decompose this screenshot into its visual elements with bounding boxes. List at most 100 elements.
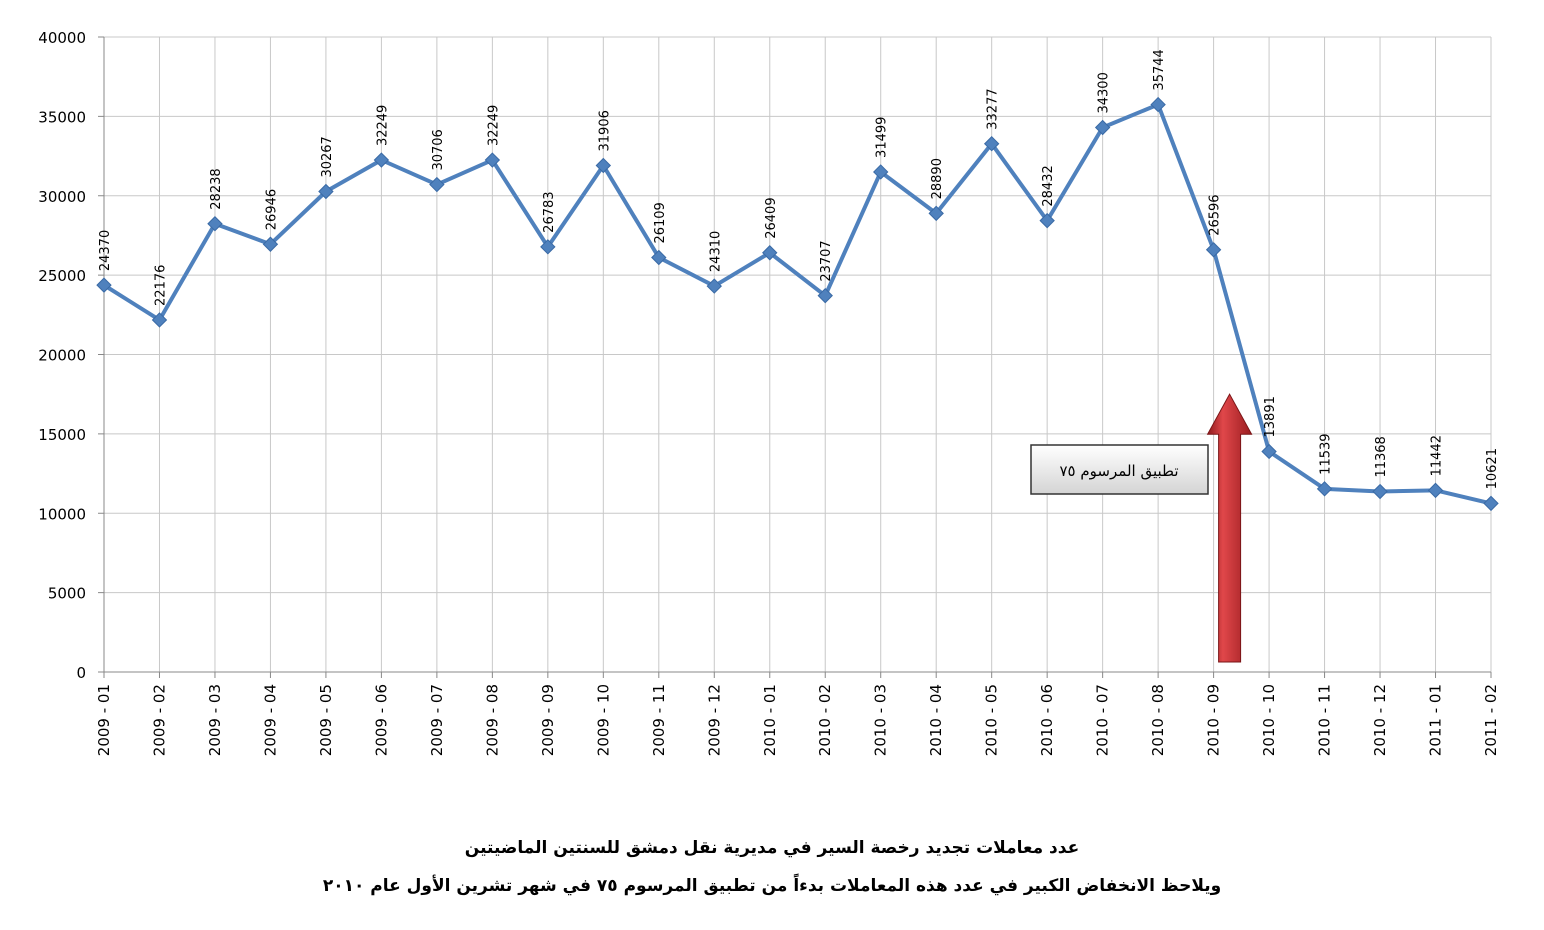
series-line: [102, 102, 1492, 506]
x-tick-label: 2010 - 02: [816, 684, 834, 756]
x-tick-label: 2010 - 04: [927, 684, 945, 756]
x-tick-label: 2010 - 11: [1316, 684, 1334, 756]
x-tick-label: 2010 - 09: [1205, 684, 1223, 756]
data-point: [595, 157, 612, 174]
x-tick-label: 2011 - 02: [1482, 684, 1500, 756]
annotation: تطبيق المرسوم ٧٥: [1030, 393, 1253, 663]
data-label: 23707: [819, 240, 834, 281]
axes: [98, 36, 1492, 678]
data-point: [1039, 212, 1055, 229]
data-point: [928, 205, 944, 222]
x-tick-label: 2009 - 05: [317, 684, 335, 756]
data-label: 13891: [1263, 396, 1278, 437]
data-point: [540, 239, 556, 255]
data-point: [1427, 482, 1444, 499]
x-tick-label: 2010 - 12: [1371, 684, 1389, 756]
data-label: 30267: [320, 136, 335, 177]
data-label: 34300: [1097, 72, 1112, 113]
data-label: 35744: [1152, 49, 1167, 90]
data-label: 24370: [98, 230, 113, 271]
x-tick-label: 2009 - 12: [705, 684, 723, 756]
x-tick-label: 2011 - 01: [1427, 684, 1445, 756]
y-tick-label: 30000: [38, 188, 86, 206]
data-label: 31499: [875, 117, 890, 158]
x-tick-label: 2009 - 10: [594, 684, 612, 756]
data-point: [1483, 495, 1499, 512]
x-tick-label: 2009 - 01: [95, 684, 113, 756]
series-line-path: [102, 102, 1492, 506]
y-tick-label: 10000: [38, 505, 86, 523]
y-tick-label: 40000: [38, 29, 86, 47]
data-label: 26409: [764, 197, 779, 238]
data-label: 26596: [1208, 194, 1223, 235]
x-tick-label: 2010 - 08: [1149, 684, 1167, 756]
data-point: [706, 278, 722, 294]
x-tick-label: 2009 - 08: [483, 684, 501, 756]
chart-title: عدد معاملات تجديد رخصة السير في مديرية ن…: [464, 838, 1080, 858]
data-label: 26783: [542, 191, 557, 232]
data-point: [651, 249, 667, 266]
y-tick-label: 20000: [38, 347, 86, 365]
x-tick-label: 2010 - 06: [1038, 684, 1056, 756]
gridlines: [103, 36, 1492, 673]
y-tick-label: 0: [76, 664, 86, 682]
x-tick-label: 2010 - 03: [872, 684, 890, 756]
y-tick-label: 15000: [38, 426, 86, 444]
data-point: [262, 236, 279, 252]
data-point: [1094, 119, 1111, 136]
y-tick-labels: 0 5000 10000 15000 20000 25000 30000 35000 40000: [38, 29, 86, 682]
y-tick-label: 35000: [38, 108, 86, 126]
data-point: [817, 287, 833, 304]
data-label: 28238: [209, 168, 224, 209]
data-labels: 24370 22176 28238 26946 30267 32249 30706 32249…: [98, 49, 1500, 489]
data-label: 11442: [1430, 435, 1445, 476]
data-label: 10621: [1485, 448, 1500, 489]
data-point: [96, 277, 112, 293]
x-tick-label: 2009 - 09: [539, 684, 557, 756]
x-tick-label: 2009 - 06: [372, 684, 390, 756]
data-label: 11539: [1319, 433, 1334, 474]
data-label: 26946: [264, 189, 279, 230]
annotation-label: تطبيق المرسوم ٧٥: [1060, 462, 1179, 480]
data-point: [873, 164, 889, 180]
data-label: 11368: [1374, 436, 1389, 477]
chart-subtitle: ويلاحظ الانخفاض الكبير في عدد هذه المعام…: [322, 876, 1222, 896]
x-tick-label: 2010 - 05: [983, 684, 1001, 756]
series-markers: [96, 96, 1499, 512]
data-point: [207, 216, 223, 232]
data-point: [318, 183, 334, 200]
data-point: [1205, 242, 1222, 258]
data-label: 28432: [1041, 165, 1056, 206]
x-tick-label: 2010 - 01: [761, 684, 779, 756]
data-label: 31906: [597, 110, 612, 151]
data-point: [1316, 481, 1333, 497]
data-point: [151, 312, 168, 328]
data-label: 22176: [153, 265, 168, 306]
data-label: 24310: [708, 231, 723, 272]
data-point: [1150, 96, 1166, 113]
data-point: [484, 152, 501, 168]
data-label: 33277: [986, 88, 1001, 129]
x-tick-labels: 2009 - 01 2009 - 02 2009 - 03 2009 - 04 2009…: [95, 684, 1500, 756]
x-tick-label: 2009 - 07: [428, 684, 446, 756]
data-label: 32249: [375, 105, 390, 146]
y-tick-label: 5000: [48, 585, 86, 603]
x-tick-label: 2010 - 07: [1094, 684, 1112, 756]
data-point: [983, 136, 1000, 152]
x-tick-label: 2009 - 03: [206, 684, 224, 756]
x-tick-label: 2010 - 10: [1260, 684, 1278, 756]
data-label: 28890: [930, 158, 945, 199]
data-label: 32249: [486, 105, 501, 146]
data-point: [1372, 483, 1388, 500]
x-tick-label: 2009 - 11: [650, 684, 668, 756]
data-label: 26109: [653, 202, 668, 243]
red-up-arrow-icon: [1206, 393, 1253, 663]
data-point: [429, 176, 445, 193]
data-label: 30706: [431, 129, 446, 170]
x-tick-label: 2009 - 04: [261, 684, 279, 756]
data-point: [1261, 443, 1277, 460]
y-tick-label: 25000: [38, 267, 86, 285]
data-point: [373, 152, 390, 168]
x-tick-label: 2009 - 02: [150, 684, 168, 756]
